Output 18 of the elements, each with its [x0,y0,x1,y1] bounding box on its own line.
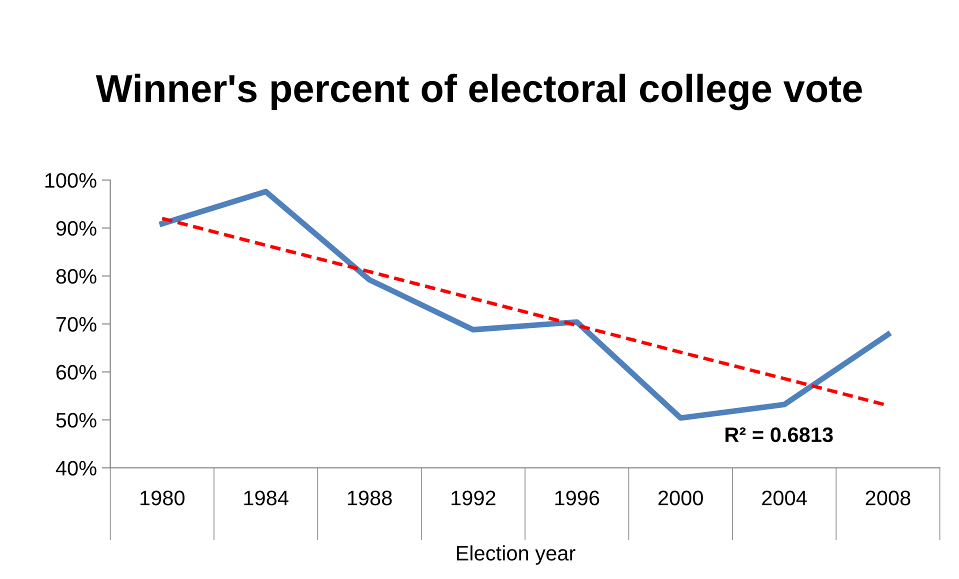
x-tick-label: 1988 [348,490,392,506]
x-tick-label: 1992 [452,490,496,506]
x-tick-label: 2004 [762,490,807,506]
x-tick-label: 2008 [866,490,910,506]
x-axis-title: Election year [456,545,576,565]
chart-title: Winner's percent of electoral college vote [96,74,862,110]
annotation: R² = 0.6813 [726,427,833,442]
x-tick-label: 2000 [658,490,703,506]
y-tick-label: 90% [56,221,96,236]
y-tick-label: 60% [56,364,96,380]
x-tick-label: 1984 [244,490,288,506]
y-tick-label: 50% [56,412,96,428]
y-tick-label: 100% [45,173,96,188]
y-tick-label: 80% [56,268,96,284]
y-tick-label: 40% [56,460,96,476]
x-tick-label: 1980 [140,490,184,506]
y-tick-label: 70% [56,316,96,332]
x-tick-label: 1996 [555,490,600,506]
